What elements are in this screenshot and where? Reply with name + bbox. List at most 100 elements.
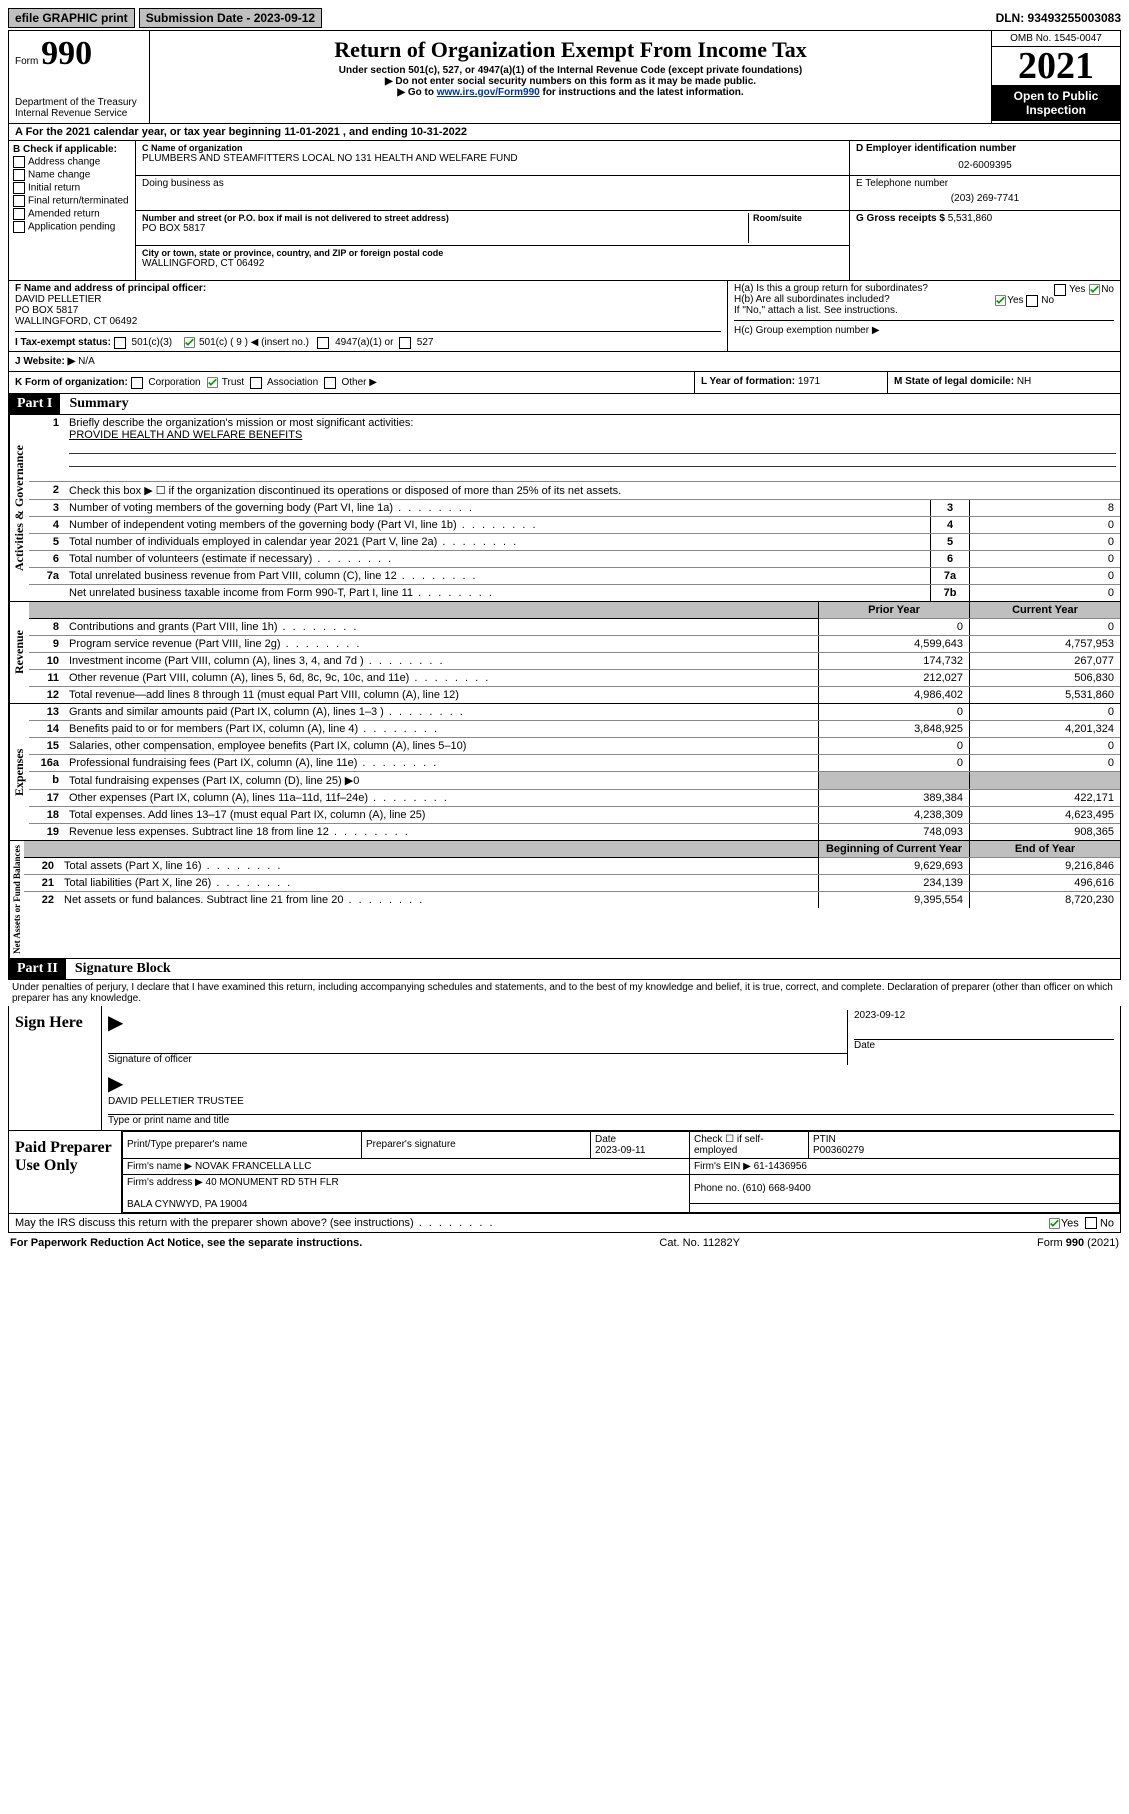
line-18: 18Total expenses. Add lines 13–17 (must …: [29, 807, 1120, 824]
page-footer: For Paperwork Reduction Act Notice, see …: [8, 1233, 1121, 1253]
m-label: M State of legal domicile:: [894, 376, 1014, 387]
col-headers-net: Beginning of Current YearEnd of Year: [24, 841, 1120, 858]
i-label: I Tax-exempt status:: [15, 337, 111, 348]
prep-row-3: Firm's address ▶ 40 MONUMENT RD 5TH FLRB…: [123, 1174, 1120, 1203]
form-header: Form 990 Department of the Treasury Inte…: [8, 30, 1121, 124]
chk-hb-no[interactable]: [1026, 295, 1038, 307]
header-left: Form 990 Department of the Treasury Inte…: [9, 31, 150, 123]
chk-527[interactable]: [399, 337, 411, 349]
cat-no: Cat. No. 11282Y: [659, 1237, 740, 1249]
city-label: City or town, state or province, country…: [142, 248, 843, 258]
line-5: 5Total number of individuals employed in…: [29, 534, 1120, 551]
line-14: 14Benefits paid to or for members (Part …: [29, 721, 1120, 738]
chk-ha-yes[interactable]: [1054, 284, 1066, 296]
sign-here-fields: ▶ Signature of officer 2023-09-12 Date ▶…: [102, 1006, 1120, 1130]
chk-app-pending[interactable]: Application pending: [13, 221, 131, 233]
col-k: K Form of organization: Corporation Trus…: [9, 372, 694, 393]
line-2: 2Check this box ▶ ☐ if the organization …: [29, 482, 1120, 500]
chk-address-change[interactable]: Address change: [13, 156, 131, 168]
chk-initial-return[interactable]: Initial return: [13, 182, 131, 194]
vert-revenue: Revenue: [9, 602, 29, 703]
col-f: F Name and address of principal officer:…: [9, 281, 727, 351]
chk-corp[interactable]: [131, 377, 143, 389]
col-deg: D Employer identification number 02-6009…: [849, 141, 1120, 280]
j-value: N/A: [78, 356, 95, 367]
declaration-text: Under penalties of perjury, I declare th…: [8, 980, 1121, 1006]
chk-4947[interactable]: [317, 337, 329, 349]
prep-row-1: Print/Type preparer's name Preparer's si…: [123, 1131, 1120, 1158]
f-label: F Name and address of principal officer:: [15, 283, 721, 294]
top-bar: efile GRAPHIC print Submission Date - 20…: [8, 8, 1121, 28]
f-addr: PO BOX 5817: [15, 305, 721, 316]
l-value: 1971: [798, 376, 820, 387]
may-discuss-row: May the IRS discuss this return with the…: [8, 1214, 1121, 1233]
row-a-tax-year: A For the 2021 calendar year, or tax yea…: [8, 124, 1121, 141]
summary-governance: Activities & Governance 1 Briefly descri…: [8, 415, 1121, 602]
chk-other[interactable]: [324, 377, 336, 389]
line-10: 10Investment income (Part VIII, column (…: [29, 653, 1120, 670]
line-16a: 16aProfessional fundraising fees (Part I…: [29, 755, 1120, 772]
sig-name-label: Type or print name and title: [108, 1115, 1114, 1126]
j-label: J Website: ▶: [15, 356, 75, 367]
block-fh: F Name and address of principal officer:…: [8, 281, 1121, 352]
g-value: 5,531,860: [948, 213, 993, 224]
chk-may-no[interactable]: [1085, 1217, 1097, 1229]
col-headers-rev: Prior YearCurrent Year: [29, 602, 1120, 619]
c-name-cell: C Name of organization PLUMBERS AND STEA…: [136, 141, 849, 176]
tax-year: 2021: [992, 47, 1120, 85]
c-dba-cell: Doing business as: [136, 176, 849, 211]
e-label: E Telephone number: [856, 178, 1114, 189]
line-4: 4Number of independent voting members of…: [29, 517, 1120, 534]
line-16b: bTotal fundraising expenses (Part IX, co…: [29, 772, 1120, 790]
chk-amended-return[interactable]: Amended return: [13, 208, 131, 220]
k-label: K Form of organization:: [15, 377, 128, 388]
line-19: 19Revenue less expenses. Subtract line 1…: [29, 824, 1120, 841]
vert-activities: Activities & Governance: [9, 415, 29, 601]
room-label: Room/suite: [753, 213, 843, 223]
chk-name-change[interactable]: Name change: [13, 169, 131, 181]
line-20: 20Total assets (Part X, line 16)9,629,69…: [24, 858, 1120, 875]
c-name-label: C Name of organization: [142, 143, 843, 153]
chk-final-return[interactable]: Final return/terminated: [13, 195, 131, 207]
efile-button[interactable]: efile GRAPHIC print: [8, 8, 135, 28]
line-13: 13Grants and similar amounts paid (Part …: [29, 704, 1120, 721]
pra-notice: For Paperwork Reduction Act Notice, see …: [10, 1237, 362, 1249]
sig-officer-label: Signature of officer: [108, 1054, 847, 1065]
subtitle-2: ▶ Do not enter social security numbers o…: [158, 76, 983, 87]
line-1: 1 Briefly describe the organization's mi…: [29, 415, 1120, 482]
d-label: D Employer identification number: [856, 143, 1114, 154]
e-value: (203) 269-7741: [856, 193, 1114, 204]
c-addr-cell: Number and street (or P.O. box if mail i…: [136, 211, 849, 246]
open-public-label: Open to Public Inspection: [992, 85, 1120, 121]
addr-label: Number and street (or P.O. box if mail i…: [142, 213, 748, 223]
paid-prep-label: Paid Preparer Use Only: [9, 1131, 122, 1213]
sign-here-label: Sign Here: [9, 1006, 102, 1130]
check-icon: [183, 336, 196, 349]
summary-expenses: Expenses 13Grants and similar amounts pa…: [8, 704, 1121, 841]
g-gross-cell: G Gross receipts $ 5,531,860: [850, 211, 1120, 245]
col-b-checkboxes: B Check if applicable: Address change Na…: [9, 141, 136, 280]
mission-text: PROVIDE HEALTH AND WELFARE BENEFITS: [69, 429, 302, 441]
col-l: L Year of formation: 1971: [694, 372, 887, 393]
c-city-cell: City or town, state or province, country…: [136, 246, 849, 280]
part1-header: Part I Summary: [8, 394, 1121, 415]
m-value: NH: [1017, 376, 1031, 387]
row-klm: K Form of organization: Corporation Trus…: [8, 372, 1121, 394]
chk-501c3[interactable]: [114, 337, 126, 349]
line-8: 8Contributions and grants (Part VIII, li…: [29, 619, 1120, 636]
vert-netassets: Net Assets or Fund Balances: [9, 841, 24, 958]
line-7b: Net unrelated business taxable income fr…: [29, 585, 1120, 602]
chk-assoc[interactable]: [250, 377, 262, 389]
vert-expenses: Expenses: [9, 704, 29, 840]
l-label: L Year of formation:: [701, 376, 795, 387]
hc-row: H(c) Group exemption number ▶: [734, 320, 1114, 336]
f-city: WALLINGFORD, CT 06492: [15, 316, 721, 327]
line-9: 9Program service revenue (Part VIII, lin…: [29, 636, 1120, 653]
line-12: 12Total revenue—add lines 8 through 11 (…: [29, 687, 1120, 704]
g-label: G Gross receipts $: [856, 213, 945, 224]
line-11: 11Other revenue (Part VIII, column (A), …: [29, 670, 1120, 687]
irs-link[interactable]: www.irs.gov/Form990: [437, 87, 540, 98]
submission-date-button[interactable]: Submission Date - 2023-09-12: [139, 8, 322, 28]
subtitle-3: ▶ Go to www.irs.gov/Form990 for instruct…: [158, 87, 983, 98]
prep-row-2: Firm's name ▶ NOVAK FRANCELLA LLC Firm's…: [123, 1158, 1120, 1174]
